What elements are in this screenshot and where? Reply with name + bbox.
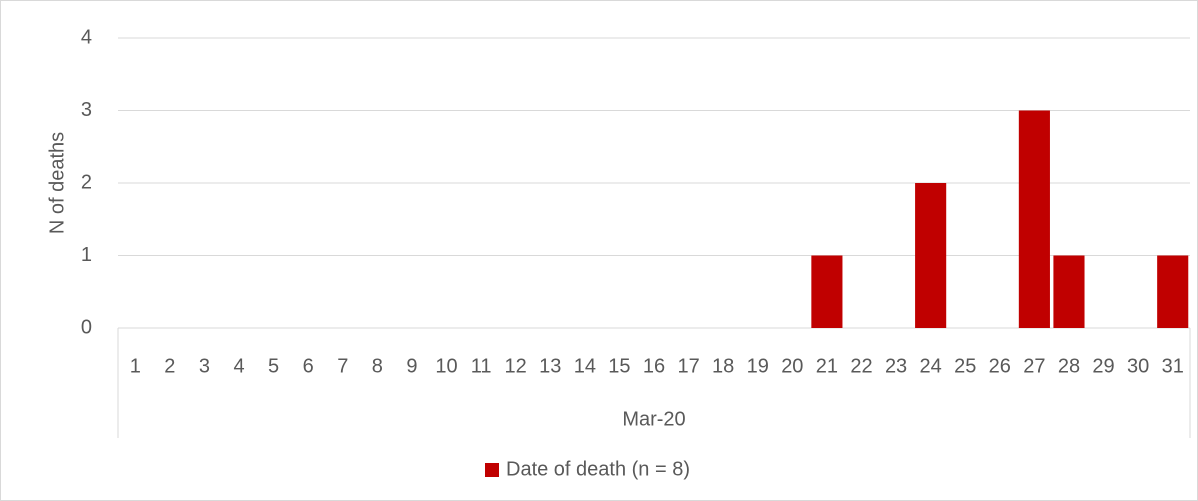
x-tick-label: 2 xyxy=(164,355,175,377)
x-tick-label: 17 xyxy=(677,355,699,377)
x-tick-label: 4 xyxy=(233,355,244,377)
x-tick-label: 30 xyxy=(1127,355,1149,377)
x-tick-label: 31 xyxy=(1162,355,1184,377)
x-tick-label: 5 xyxy=(268,355,279,377)
x-tick-label: 21 xyxy=(816,355,838,377)
x-tick-label: 10 xyxy=(435,355,457,377)
x-tick-label: 14 xyxy=(574,355,596,377)
x-group-label: Mar-20 xyxy=(622,408,685,430)
y-tick-label: 2 xyxy=(81,171,92,193)
x-tick-label: 27 xyxy=(1023,355,1045,377)
x-tick-label: 15 xyxy=(608,355,630,377)
x-tick-label: 13 xyxy=(539,355,561,377)
y-tick-label: 4 xyxy=(81,26,92,48)
y-tick-label: 0 xyxy=(81,316,92,338)
x-tick-label: 18 xyxy=(712,355,734,377)
y-axis-label: N of deaths xyxy=(46,132,68,234)
x-tick-label: 20 xyxy=(781,355,803,377)
x-tick-label: 7 xyxy=(337,355,348,377)
x-tick-label: 24 xyxy=(920,355,942,377)
x-tick-label: 1 xyxy=(130,355,141,377)
x-tick-label: 11 xyxy=(471,355,492,377)
legend-label: Date of death (n = 8) xyxy=(506,458,690,480)
x-tick-label: 9 xyxy=(406,355,417,377)
bar xyxy=(915,183,947,328)
x-tick-label: 6 xyxy=(303,355,314,377)
y-tick-label: 1 xyxy=(81,244,92,266)
bar xyxy=(1157,255,1189,328)
x-tick-label: 16 xyxy=(643,355,665,377)
x-tick-label: 12 xyxy=(505,355,527,377)
x-tick-label: 29 xyxy=(1092,355,1114,377)
x-tick-label: 25 xyxy=(954,355,976,377)
y-tick-label: 3 xyxy=(81,99,92,121)
bar xyxy=(1018,110,1050,328)
bar xyxy=(1053,255,1085,328)
x-tick-label: 3 xyxy=(199,355,210,377)
x-tick-label: 8 xyxy=(372,355,383,377)
x-tick-label: 19 xyxy=(747,355,769,377)
bar xyxy=(811,255,843,328)
x-tick-label: 23 xyxy=(885,355,907,377)
x-tick-label: 26 xyxy=(989,355,1011,377)
x-tick-label: 22 xyxy=(850,355,872,377)
x-tick-label: 28 xyxy=(1058,355,1080,377)
legend-swatch xyxy=(485,463,499,477)
